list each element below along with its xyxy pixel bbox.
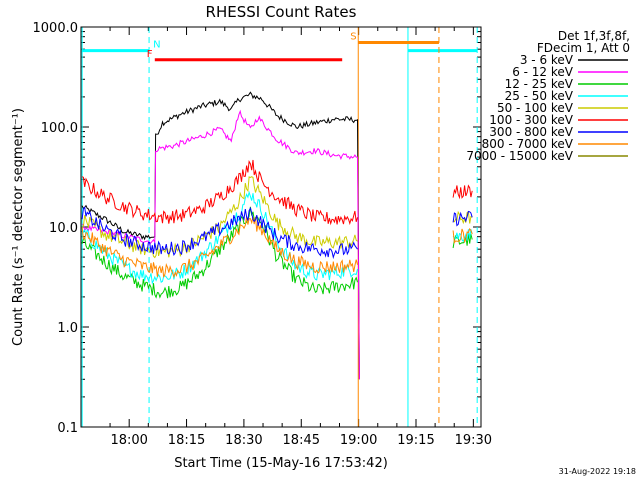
x-tick-label: 18:45 [283,433,320,448]
series-line-300to800keV [81,206,358,260]
series-line-25to50keV [452,229,473,243]
legend-entry-label: 300 - 800 keV [489,125,573,139]
series-line-300to800keV [452,210,473,227]
legend-entry-label: 50 - 100 keV [497,101,574,115]
series-line-800to7000keV [452,227,473,244]
legend-entry-label: 6 - 12 keV [512,65,574,79]
y-tick-label: 0.1 [57,421,78,436]
y-axis-label: Count Rate (s⁻¹ detector segment⁻¹) [11,108,26,346]
series-line-100to300keV [452,184,473,200]
legend: Det 1f,3f,8f, FDecim 1, Att 0 3 - 6 keV6… [466,29,630,163]
legend-entry-label: 800 - 7000 keV [482,137,574,151]
y-tick-label: 100.0 [41,121,78,136]
series-line-3to6keV [81,91,360,380]
x-tick-label: 19:30 [455,433,492,448]
legend-entry-label: 7000 - 15000 keV [466,149,573,163]
legend-header-line-1: Det 1f,3f,8f, [558,29,630,43]
legend-entry-label: 25 - 50 keV [505,89,574,103]
series-line-12to25keV [81,206,358,299]
legend-entry-label: 12 - 25 keV [505,77,574,91]
x-tick-label: 18:00 [110,433,147,448]
y-tick-label: 1000.0 [33,21,79,36]
series-layer [81,91,473,380]
legend-entry-label: 100 - 300 keV [489,113,573,127]
annotation-layer: NF S [81,27,478,427]
y-tick-label: 1.0 [57,321,78,336]
x-tick-label: 19:15 [397,433,434,448]
x-tick-label: 18:15 [168,433,205,448]
series-line-50to100keV [81,176,358,259]
legend-entry-label: 3 - 6 keV [520,53,574,67]
x-tick-label: 18:30 [225,433,262,448]
x-tick-label: 19:00 [340,433,377,448]
x-axis-label: Start Time (15-May-16 17:53:42) [174,456,388,471]
footer-timestamp: 31-Aug-2022 19:18 [559,467,636,476]
y-tick-label: 10.0 [49,221,78,236]
plot-frame [80,26,482,428]
legend-header-line-2: FDecim 1, Att 0 [537,41,630,55]
annotation-label-s: S [350,31,356,42]
annotation-label-f: F [147,49,153,60]
series-line-800to7000keV [81,216,358,279]
annotation-label-n: N [153,40,160,51]
tick-labels: 18:00 18:15 18:30 18:45 19:00 19:15 19:30 0.1 1.… [33,21,493,448]
series-line-100to300keV [81,159,358,226]
chart-title: RHESSI Count Rates [206,3,357,21]
